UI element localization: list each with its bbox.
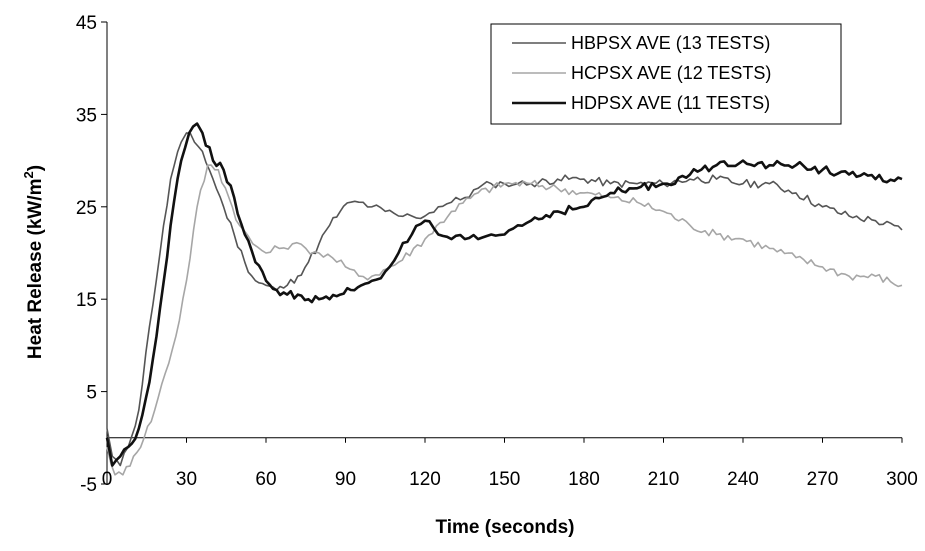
y-tick-label: 15	[76, 290, 97, 311]
x-tick-label: 60	[255, 469, 276, 490]
x-tick-label: 150	[489, 469, 521, 490]
series-line-2	[106, 164, 903, 476]
x-tick-label: 120	[409, 469, 441, 490]
legend-box	[490, 23, 842, 125]
x-tick-label: 270	[807, 469, 839, 490]
y-tick-label: 25	[76, 198, 97, 219]
legend-label-2: HCPSX AVE (12 TESTS)	[571, 63, 771, 83]
y-axis-title: Heat Release (kW/m2)	[21, 165, 46, 359]
y-tick-label: 5	[86, 383, 97, 404]
legend: HBPSX AVE (13 TESTS) HCPSX AVE (12 TESTS)…	[490, 23, 842, 125]
x-tick-label: 240	[727, 469, 759, 490]
x-tick-label: 210	[648, 469, 680, 490]
x-tick-label: 300	[886, 469, 918, 490]
y-tick-label: -5	[80, 475, 97, 496]
x-axis-title: Time (seconds)	[435, 517, 574, 538]
y-tick-label: 35	[76, 105, 97, 126]
x-tick-label: 180	[568, 469, 600, 490]
series-line-3	[105, 122, 903, 467]
legend-label-1: HBPSX AVE (13 TESTS)	[571, 33, 770, 53]
axes: -5 5 15 25 35 45 0 30 60 90 120 150 180 210 240 270 300	[76, 13, 918, 496]
series-line-1	[106, 132, 903, 467]
series-layer	[105, 122, 903, 476]
x-tick-label: 0	[102, 469, 113, 490]
legend-label-3: HDPSX AVE (11 TESTS)	[571, 93, 770, 113]
x-tick-label: 90	[335, 469, 356, 490]
x-tick-label: 30	[176, 469, 197, 490]
y-tick-label: 45	[76, 13, 97, 34]
